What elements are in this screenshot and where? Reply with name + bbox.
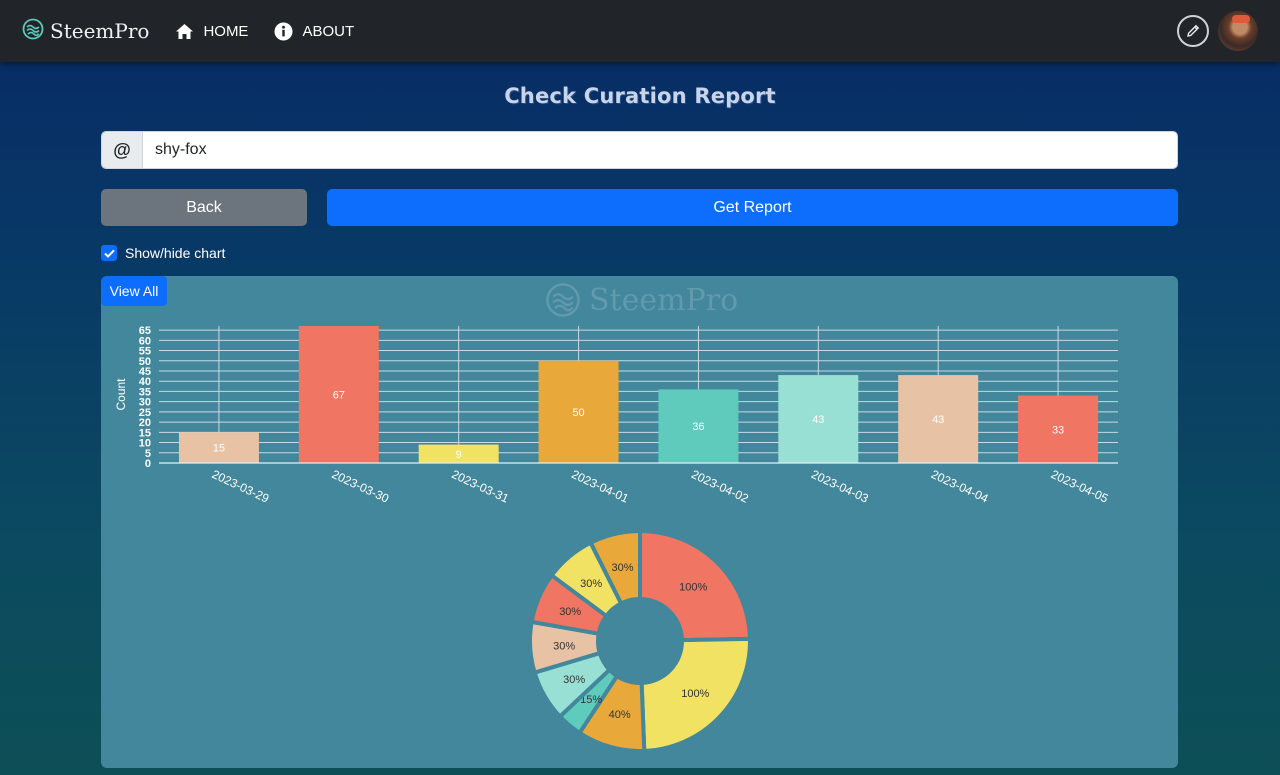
y-tick-label: 45 xyxy=(139,366,151,378)
doughnut-slice xyxy=(638,529,752,643)
top-navbar: SteemPro HOME ABOUT xyxy=(0,0,1280,62)
daily-count-bar-chart: 05101520253035404550556065Count152023-03… xyxy=(114,325,1118,506)
doughnut-slice-label: 15% xyxy=(580,694,602,706)
compose-button[interactable] xyxy=(1177,15,1209,47)
bar xyxy=(178,432,259,463)
y-tick-label: 60 xyxy=(139,335,151,347)
x-tick-label: 2023-04-05 xyxy=(1049,467,1111,506)
bar-value-label: 15 xyxy=(213,443,225,455)
y-tick-label: 25 xyxy=(139,407,151,419)
y-tick-label: 20 xyxy=(139,417,151,429)
y-tick-label: 35 xyxy=(139,386,151,398)
steempro-logo-icon xyxy=(22,18,44,45)
bar xyxy=(778,375,859,463)
bar-value-label: 50 xyxy=(572,407,584,419)
y-tick-label: 15 xyxy=(139,427,151,439)
y-tick-label: 10 xyxy=(139,438,151,450)
bar xyxy=(898,375,979,463)
bar-value-label: 33 xyxy=(1052,424,1064,436)
x-tick-label: 2023-04-01 xyxy=(569,467,631,506)
info-icon xyxy=(274,22,293,40)
bar xyxy=(658,389,739,463)
y-tick-label: 65 xyxy=(139,325,151,337)
bar-value-label: 43 xyxy=(932,414,944,426)
x-tick-label: 2023-03-31 xyxy=(449,467,511,506)
doughnut-slice xyxy=(588,529,642,606)
doughnut-slice-label: 30% xyxy=(559,606,581,618)
x-tick-label: 2023-04-04 xyxy=(929,467,991,506)
nav-home-link[interactable]: HOME xyxy=(175,23,248,40)
page-title: Check Curation Report xyxy=(504,84,776,108)
bar xyxy=(298,326,379,463)
bar-value-label: 36 xyxy=(692,421,704,433)
doughnut-slice-label: 30% xyxy=(580,578,602,590)
y-axis-label: Count xyxy=(114,378,128,411)
steempro-watermark: SteemPro xyxy=(545,282,738,318)
bar-value-label: 67 xyxy=(333,390,345,402)
watermark-text: SteemPro xyxy=(589,282,739,318)
pencil-icon xyxy=(1187,24,1200,37)
username-input-group: @ shy-fox xyxy=(101,131,1178,169)
x-tick-label: 2023-03-29 xyxy=(210,467,272,506)
show-hide-chart-label: Show/hide chart xyxy=(125,245,226,261)
home-icon xyxy=(176,23,194,39)
percentage-doughnut-chart: 100% 100% 40% 15% 30% 30% 30% 30% 30% xyxy=(528,529,752,753)
y-tick-label: 55 xyxy=(139,346,151,358)
nav-about-link[interactable]: ABOUT xyxy=(274,22,354,41)
bar xyxy=(538,360,619,463)
nav-home-label: HOME xyxy=(203,22,249,40)
x-tick-label: 2023-04-02 xyxy=(689,467,751,506)
show-hide-chart-toggle[interactable]: Show/hide chart xyxy=(101,245,225,261)
bar-value-label: 9 xyxy=(456,449,462,461)
doughnut-slice-label: 30% xyxy=(563,674,585,686)
checkmark-icon xyxy=(103,249,115,258)
get-report-button[interactable]: Get Report xyxy=(327,189,1178,226)
doughnut-slice-label: 100% xyxy=(679,582,707,594)
y-tick-label: 30 xyxy=(139,397,151,409)
back-button[interactable]: Back xyxy=(101,189,307,226)
steempro-watermark-icon xyxy=(546,283,580,317)
bar-value-label: 43 xyxy=(812,414,824,426)
y-tick-label: 0 xyxy=(145,458,151,470)
nav-about-label: ABOUT xyxy=(302,22,355,40)
nav-right-group xyxy=(1177,11,1258,51)
at-sign-prefix: @ xyxy=(102,132,143,168)
x-tick-label: 2023-03-30 xyxy=(330,467,392,506)
bar xyxy=(1018,395,1099,463)
view-all-button[interactable]: View All xyxy=(101,276,167,306)
doughnut-slice-label: 100% xyxy=(681,688,709,700)
doughnut-slice-label: 40% xyxy=(609,709,631,721)
chart-panel: View All SteemPro 0 5 10 15 20 25 30 35 40 45 50 55… xyxy=(101,276,1178,768)
doughnut-slice-label: 30% xyxy=(611,562,633,574)
bar xyxy=(418,444,499,463)
show-hide-chart-checkbox[interactable] xyxy=(101,245,117,261)
x-tick-label: 2023-04-03 xyxy=(809,467,871,506)
brand-link[interactable]: SteemPro xyxy=(22,18,149,45)
user-avatar[interactable] xyxy=(1218,11,1258,51)
brand-name: SteemPro xyxy=(50,19,150,43)
doughnut-slice-label: 30% xyxy=(553,640,575,652)
username-input[interactable]: shy-fox xyxy=(143,132,1177,168)
y-tick-label: 50 xyxy=(139,356,151,368)
y-tick-label: 40 xyxy=(139,376,151,388)
y-tick-label: 5 xyxy=(145,448,151,460)
doughnut-slice xyxy=(639,636,752,753)
